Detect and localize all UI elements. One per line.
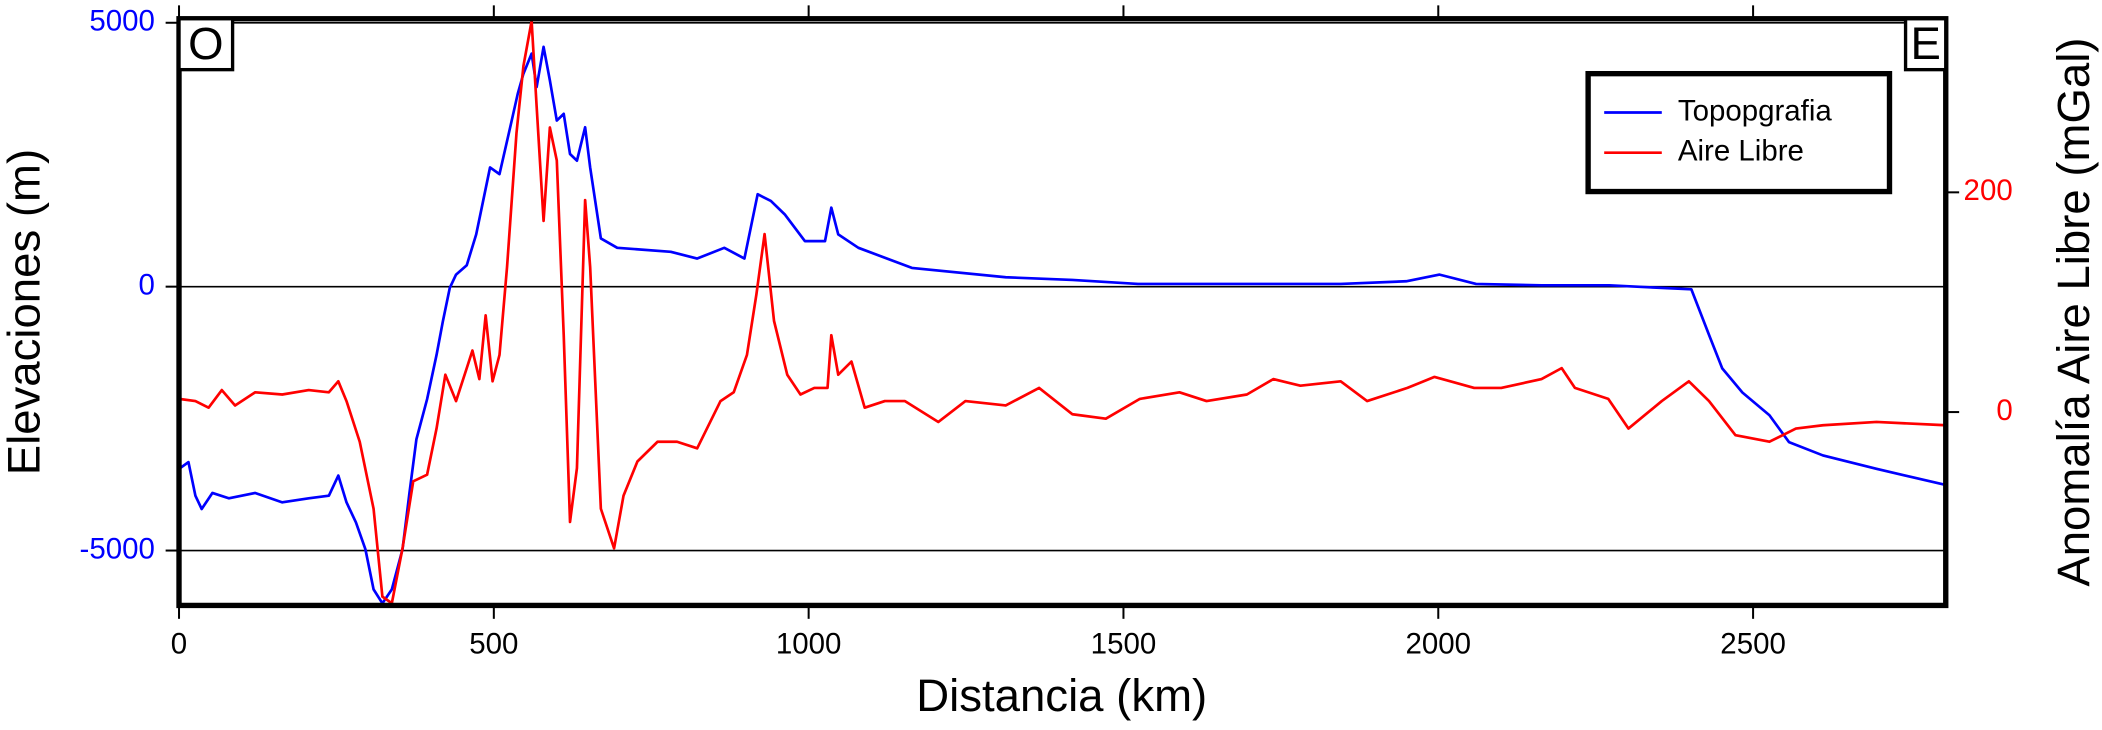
y2-tick-label: 200	[1964, 174, 2013, 207]
corner-label: E	[1910, 18, 1940, 69]
y-tick-label: 5000	[89, 5, 155, 38]
x-tick-label: 500	[469, 627, 518, 660]
legend-box	[1585, 70, 1893, 195]
x-tick-label: 0	[171, 627, 187, 660]
legend-label: Aire Libre	[1678, 134, 1804, 167]
y2-tick-label: 0	[1996, 394, 2012, 427]
plot-area	[179, 19, 1946, 605]
y-tick-label: 0	[139, 268, 155, 301]
y2-axis-title: Anomalía Aire Libre (mGal)	[2048, 38, 2099, 587]
data-line	[179, 45, 1946, 605]
x-tick-label: 1500	[1091, 627, 1157, 660]
corner-box	[1903, 17, 1948, 72]
x-tick-label: 1000	[776, 627, 842, 660]
x-tick-label: 2500	[1720, 627, 1786, 660]
corner-box	[177, 17, 235, 72]
plot-frame	[176, 16, 1949, 609]
data-line	[179, 19, 1946, 605]
legend-label: Topopgrafia	[1678, 94, 1833, 127]
x-tick-label: 2000	[1406, 627, 1472, 660]
y-axis-title: Elevaciones (m)	[0, 149, 50, 475]
corner-label: O	[188, 18, 223, 69]
x-axis-title: Distancia (km)	[916, 670, 1207, 721]
y-tick-label: -5000	[80, 532, 155, 565]
